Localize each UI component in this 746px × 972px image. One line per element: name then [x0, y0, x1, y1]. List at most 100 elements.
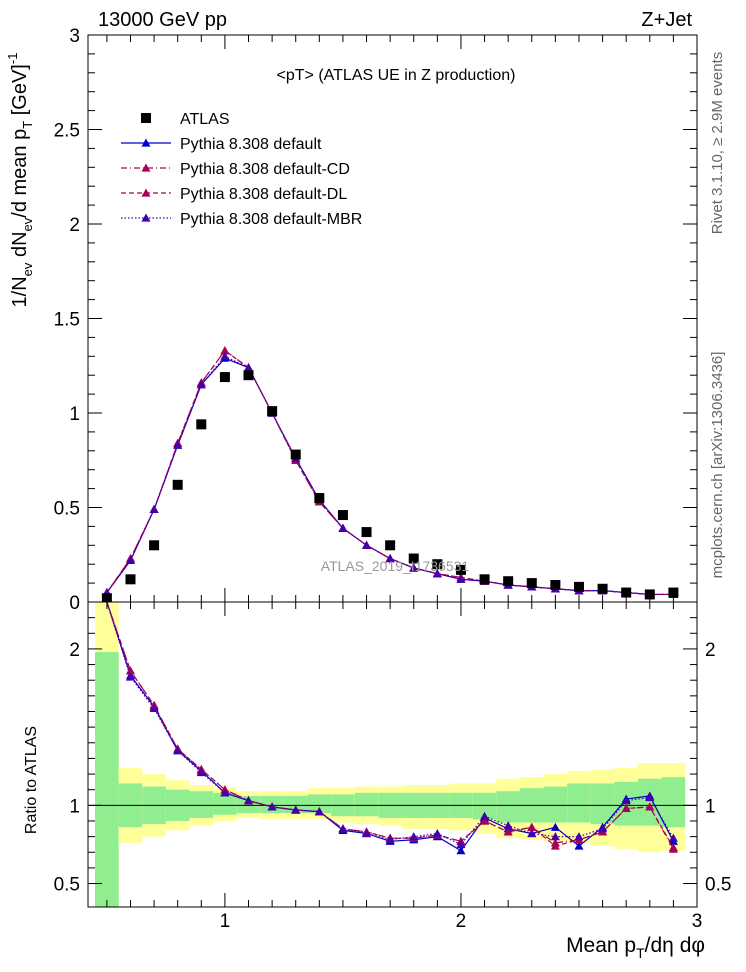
atlas-data-point	[621, 587, 632, 598]
atlas-data-point	[196, 419, 207, 430]
ratio-series-marker	[645, 793, 655, 802]
ratio-plot-area	[106, 601, 678, 855]
ratio-inner-band	[354, 792, 379, 817]
rivet-side-label: Rivet 3.1.10, ≥ 2.9M events	[709, 52, 726, 235]
main-series-marker	[244, 363, 254, 372]
ratio-inner-band	[637, 778, 662, 826]
main-y-tick-label: 2.5	[54, 121, 80, 142]
ratio-series-marker	[668, 833, 678, 842]
main-y-tick-label: 3	[69, 26, 80, 47]
atlas-data-point	[290, 449, 301, 460]
ratio-series-marker	[456, 846, 466, 855]
legend-series-marker	[141, 213, 151, 222]
ratio-series-marker	[527, 822, 537, 831]
main-series-marker	[196, 380, 206, 389]
ratio-inner-band	[543, 786, 568, 823]
atlas-data-point	[125, 574, 136, 585]
ratio-series-marker	[574, 841, 584, 850]
ratio-series-marker	[480, 816, 490, 825]
main-y-tick-label: 0.5	[54, 499, 80, 520]
ratio-series-marker	[550, 822, 560, 831]
ratio-series-marker	[338, 824, 348, 833]
ratio-y-axis-label: Ratio to ATLAS	[23, 726, 40, 834]
atlas-data-point	[243, 370, 254, 381]
ratio-series-marker	[314, 807, 324, 816]
ratio-series-marker	[385, 835, 395, 844]
legend-series-marker	[141, 138, 151, 147]
atlas-data-point	[385, 540, 396, 551]
ratio-y-tick-label: 0.5	[54, 875, 80, 896]
atlas-data-point	[526, 578, 537, 589]
main-y-tick-label: 1.5	[54, 310, 80, 331]
ratio-inner-band	[95, 652, 119, 907]
ratio-series-marker	[291, 805, 301, 814]
ratio-inner-band	[472, 792, 497, 820]
ratio-series-marker	[196, 767, 206, 777]
ratio-inner-band	[189, 791, 214, 818]
legend-series-marker	[141, 188, 151, 197]
ratio-inner-band	[590, 783, 615, 825]
atlas-data-point	[149, 540, 160, 551]
main-series-marker	[220, 351, 230, 360]
atlas-data-point	[479, 574, 490, 585]
main-series-marker	[173, 440, 183, 449]
ratio-y-tick-label-right: 2	[705, 640, 716, 661]
atlas-data-point	[597, 583, 608, 594]
atlas-data-point	[267, 406, 278, 417]
atlas-data-point	[644, 589, 655, 600]
main-series-marker	[149, 504, 159, 513]
atlas-data-point	[219, 372, 230, 383]
legend-series-marker	[141, 163, 151, 172]
atlas-data-point	[408, 553, 419, 564]
main-series-marker	[125, 555, 135, 565]
main-y-axis-label: 1/Nev dNev/d mean pT [GeV]-1	[5, 53, 35, 308]
ratio-series-marker	[550, 841, 560, 850]
atlas-data-point	[172, 479, 183, 490]
ratio-panel-frame	[87, 601, 698, 908]
legend-atlas-marker	[141, 113, 151, 123]
ratio-y-tick-label-right: 0.5	[705, 875, 731, 896]
atlas-data-point	[573, 581, 584, 592]
atlas-data-point	[668, 587, 679, 598]
ratio-inner-band	[496, 791, 520, 823]
main-plot-area	[101, 346, 679, 604]
ratio-series-marker	[668, 843, 678, 852]
atlas-data-point	[503, 576, 514, 587]
ratio-series-marker	[362, 828, 372, 838]
atlas-data-point	[455, 564, 466, 575]
ratio-series-marker	[432, 828, 442, 838]
ratio-series-marker	[527, 828, 537, 838]
main-y-tick-label: 1	[69, 404, 80, 425]
atlas-data-point	[432, 559, 443, 570]
atlas-data-point	[361, 527, 372, 538]
ratio-series-marker	[173, 746, 183, 755]
atlas-data-point	[314, 493, 325, 504]
plot-title: <pT> (ATLAS UE in Z production)	[277, 67, 516, 84]
ratio-series-marker	[621, 796, 631, 805]
x-axis-label: Mean pT/dη dφ	[566, 934, 705, 961]
legend-entry-label: Pythia 8.308 default-MBR	[180, 211, 362, 228]
ratio-series-marker	[456, 839, 466, 849]
header-right-label: Z+Jet	[641, 9, 692, 31]
header-left-label: 13000 GeV pp	[98, 9, 227, 31]
ratio-inner-band	[567, 783, 591, 823]
main-y-tick-label: 0	[69, 593, 80, 614]
ratio-series-marker	[149, 703, 159, 712]
ratio-series-marker	[503, 827, 513, 836]
legend-entry-label: Pythia 8.308 default-DL	[180, 186, 347, 203]
ratio-series-marker	[125, 672, 135, 681]
legend-entry-label: Pythia 8.308 default-CD	[180, 161, 350, 178]
main-y-tick-label: 2	[69, 215, 80, 236]
legend: ATLAS Pythia 8.308 default Pythia 8.308 de…	[121, 111, 362, 228]
atlas-data-point	[337, 510, 348, 521]
main-series-marker	[362, 540, 372, 549]
ratio-inner-band	[236, 795, 261, 814]
ratio-series-marker	[220, 788, 230, 797]
analysis-watermark: ATLAS_2019_I1736531	[321, 558, 470, 574]
ratio-series-marker	[480, 811, 490, 820]
legend-entry-label: Pythia 8.308 default	[180, 136, 322, 153]
ratio-series-marker	[267, 802, 277, 811]
main-series-marker	[456, 574, 466, 583]
ratio-series-marker	[598, 824, 608, 833]
